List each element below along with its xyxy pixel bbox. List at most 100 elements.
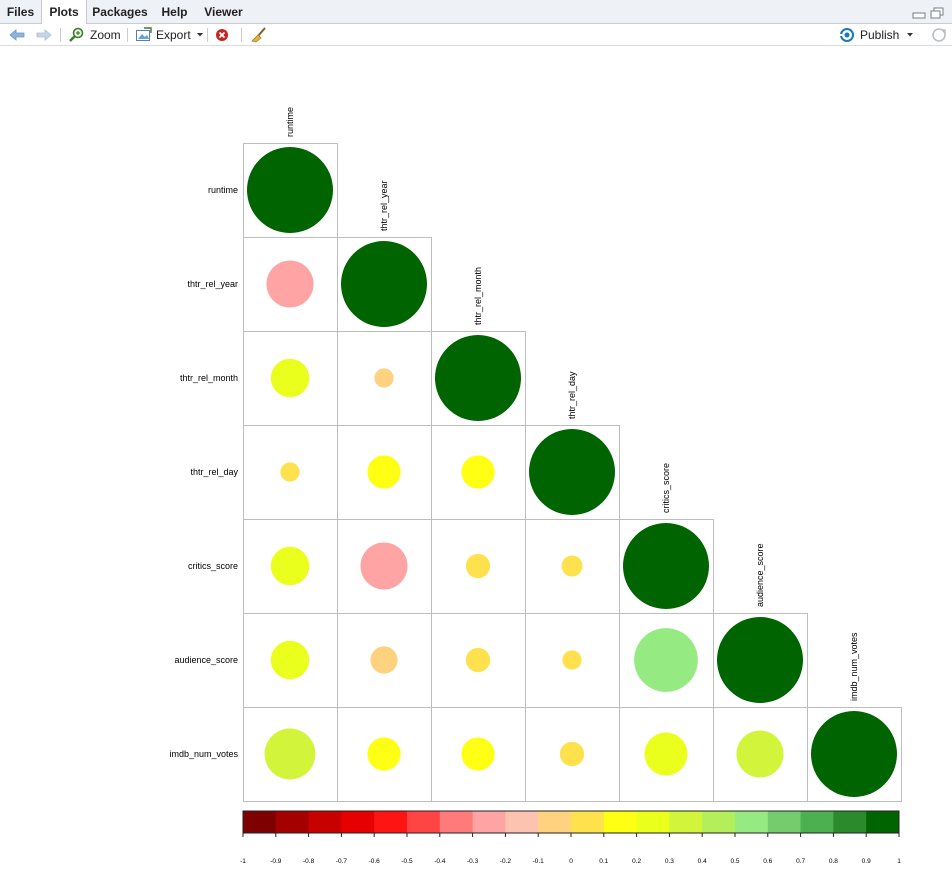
tab-help[interactable]: Help: [161, 5, 188, 19]
colorbar-segment: [374, 811, 408, 833]
colorbar-tick-label: 0.6: [763, 858, 772, 865]
toolbar-separator: [127, 28, 128, 42]
correlation-circle-runtime-runtime: [247, 147, 333, 233]
correlation-circle-critics_score-thtr_rel_day: [561, 555, 583, 577]
correlation-circle-critics_score-critics_score: [623, 523, 709, 609]
correlation-circle-audience_score-thtr_rel_month: [465, 647, 491, 673]
colorbar-segment: [636, 811, 670, 833]
remove-plot-icon: [216, 29, 228, 41]
row-label-thtr_rel_year: thtr_rel_year: [187, 279, 238, 289]
column-label-critics_score: critics_score: [661, 463, 671, 513]
colorbar-tick-label: 0.5: [730, 858, 739, 865]
row-label-runtime: runtime: [208, 185, 238, 195]
row-label-audience_score: audience_score: [174, 655, 238, 665]
colorbar-tick-label: 0.3: [665, 858, 674, 865]
colorbar-segment: [866, 811, 900, 833]
back-arrow-icon[interactable]: [8, 26, 26, 44]
tab-viewer[interactable]: Viewer: [204, 5, 243, 19]
colorbar-tick-label: 1: [897, 858, 901, 865]
zoom-magnifier-icon: [69, 27, 84, 42]
correlation-circle-audience_score-audience_score: [717, 617, 803, 703]
correlation-circle-imdb_num_votes-critics_score: [644, 732, 688, 776]
colorbar-tick-label: 0.4: [698, 858, 707, 865]
correlation-circle-imdb_num_votes-thtr_rel_day: [559, 741, 585, 767]
toolbar-separator: [60, 28, 61, 42]
colorbar-segment: [538, 811, 572, 833]
tab-files[interactable]: Files: [6, 5, 35, 19]
refresh-viewer-icon[interactable]: [930, 26, 948, 44]
colorbar-segment: [571, 811, 605, 833]
colorbar-segment: [669, 811, 703, 833]
colorbar-tick-label: -0.3: [467, 858, 479, 865]
correlation-circle-imdb_num_votes-thtr_rel_month: [461, 737, 495, 771]
plots-toolbar: Zoom Export Publish: [0, 24, 952, 46]
row-label-thtr_rel_day: thtr_rel_day: [190, 467, 238, 477]
correlation-circle-thtr_rel_day-thtr_rel_year: [367, 455, 401, 489]
row-label-imdb_num_votes: imdb_num_votes: [169, 749, 238, 759]
colorbar-segment: [275, 811, 309, 833]
correlation-circle-audience_score-critics_score: [634, 628, 698, 692]
correlation-circle-thtr_rel_day-thtr_rel_day: [529, 429, 615, 515]
correlation-circle-thtr_rel_day-runtime: [280, 462, 300, 482]
maximize-pane-icon[interactable]: [930, 6, 944, 19]
publish-icon: [839, 28, 854, 42]
correlation-circle-audience_score-thtr_rel_year: [370, 646, 398, 674]
correlation-circle-critics_score-thtr_rel_month: [465, 553, 491, 579]
correlation-circle-thtr_rel_year-runtime: [266, 260, 314, 308]
minimize-pane-icon[interactable]: [912, 6, 926, 19]
colorbar-tick-label: 0: [569, 858, 573, 865]
column-label-audience_score: audience_score: [755, 543, 765, 607]
colorbar-tick-label: -0.2: [500, 858, 512, 865]
column-label-imdb_num_votes: imdb_num_votes: [849, 632, 859, 701]
colorbar-segment: [603, 811, 637, 833]
colorbar-segment: [800, 811, 834, 833]
remove-plot-button[interactable]: [214, 26, 230, 44]
correlation-circle-thtr_rel_month-thtr_rel_year: [374, 368, 394, 388]
pane-tab-bar: Files Plots Packages Help Viewer: [0, 0, 952, 25]
forward-arrow-icon[interactable]: [35, 26, 53, 44]
colorbar-tick-label: 0.7: [796, 858, 805, 865]
toolbar-separator: [241, 28, 242, 42]
colorbar-segment: [439, 811, 473, 833]
correlation-circle-thtr_rel_day-thtr_rel_month: [461, 455, 495, 489]
correlation-circle-audience_score-runtime: [270, 640, 310, 680]
column-label-thtr_rel_month: thtr_rel_month: [473, 267, 483, 325]
colorbar-tick-label: -0.6: [369, 858, 381, 865]
colorbar-segment: [341, 811, 375, 833]
correlation-circle-thtr_rel_month-thtr_rel_month: [435, 335, 521, 421]
correlation-plot: runtime thtr_rel_year thtr_rel_month thtr_r…: [169, 107, 902, 865]
colorbar-segment: [767, 811, 801, 833]
chevron-down-icon: [196, 33, 203, 37]
publish-button[interactable]: Publish: [838, 26, 915, 44]
zoom-button[interactable]: Zoom: [68, 26, 121, 44]
plot-area: runtime thtr_rel_year thtr_rel_month thtr_r…: [0, 46, 952, 894]
row-label-thtr_rel_month: thtr_rel_month: [180, 373, 238, 383]
correlation-circle-audience_score-thtr_rel_day: [562, 650, 582, 670]
correlation-circle-thtr_rel_year-thtr_rel_year: [341, 241, 427, 327]
clear-all-plots-button[interactable]: [250, 26, 268, 44]
tab-plots[interactable]: Plots: [41, 0, 87, 25]
column-label-runtime: runtime: [285, 107, 295, 137]
colorbar-tick-label: -0.1: [533, 858, 545, 865]
colorbar-segment: [702, 811, 736, 833]
correlation-circle-imdb_num_votes-runtime: [264, 728, 316, 780]
colorbar-tick-label: -0.9: [270, 858, 282, 865]
correlation-circle-critics_score-runtime: [270, 546, 310, 586]
row-label-critics_score: critics_score: [188, 561, 238, 571]
colorbar-tick-label: -0.5: [401, 858, 413, 865]
colorbar-segment: [735, 811, 769, 833]
toolbar-separator: [207, 28, 208, 42]
colorbar-segment: [243, 811, 277, 833]
zoom-label: Zoom: [90, 28, 121, 42]
colorbar-segment: [472, 811, 506, 833]
colorbar-tick-label: 0.1: [599, 858, 608, 865]
correlation-circle-imdb_num_votes-thtr_rel_year: [367, 737, 401, 771]
export-button[interactable]: Export: [135, 26, 205, 44]
colorbar-tick-label: -0.8: [303, 858, 315, 865]
correlation-circle-imdb_num_votes-imdb_num_votes: [811, 711, 897, 797]
colorbar-tick-label: -0.7: [336, 858, 348, 865]
colorbar-segment: [833, 811, 867, 833]
colorbar-tick-label: 0.8: [829, 858, 838, 865]
tab-packages[interactable]: Packages: [92, 5, 148, 19]
colorbar-segment: [407, 811, 441, 833]
